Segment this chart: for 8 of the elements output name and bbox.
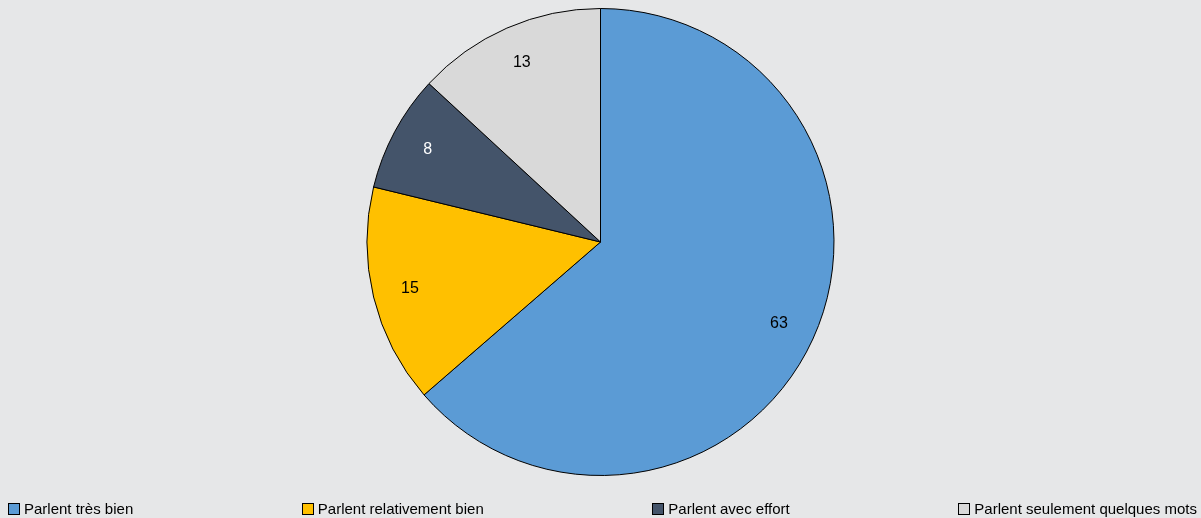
legend-label: Parlent avec effort — [668, 500, 790, 517]
legend-label: Parlent très bien — [24, 500, 134, 517]
data-label: 13 — [512, 52, 531, 70]
data-label: 8 — [423, 139, 433, 157]
data-label: 63 — [770, 313, 788, 331]
data-label: 15 — [400, 278, 419, 296]
legend-label: Parlent seulement quelques mots — [974, 500, 1197, 517]
legend-label: Parlent relativement bien — [317, 500, 484, 517]
